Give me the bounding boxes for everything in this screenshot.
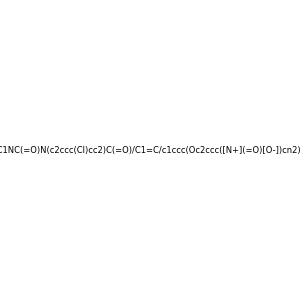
Text: O=C1NC(=O)N(c2ccc(Cl)cc2)C(=O)/C1=C/c1ccc(Oc2ccc([N+](=O)[O-])cn2)cc1: O=C1NC(=O)N(c2ccc(Cl)cc2)C(=O)/C1=C/c1cc… xyxy=(0,146,300,154)
